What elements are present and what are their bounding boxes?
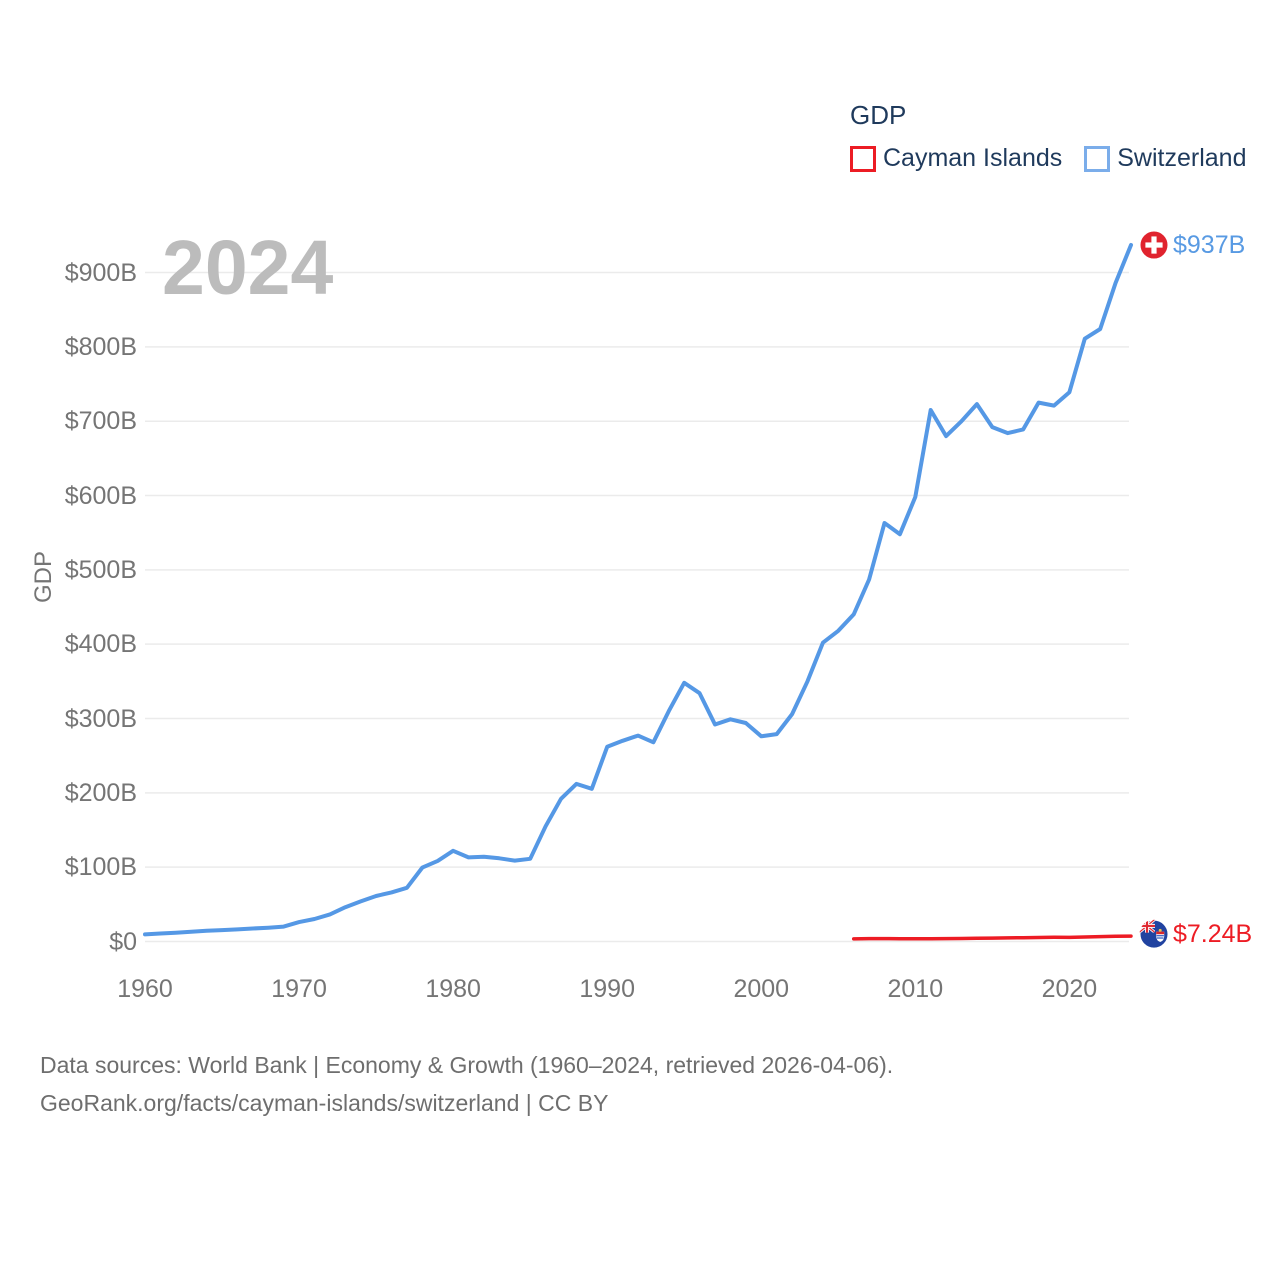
y-tick-label: $300B — [64, 704, 137, 733]
cayman-islands-line — [851, 934, 1133, 941]
y-tick-label: $200B — [64, 778, 137, 807]
footer-sources: Data sources: World Bank | Economy & Gro… — [40, 1052, 894, 1078]
cayman-islands-flag-icon — [1138, 918, 1170, 950]
x-tick-label: 1990 — [579, 975, 635, 1003]
legend-item-label: Cayman Islands — [883, 144, 1063, 172]
x-tick-label: 1970 — [271, 975, 327, 1003]
legend-title: GDP — [850, 100, 907, 130]
x-tick-label: 2010 — [887, 975, 944, 1003]
legend-item-cayman-islands[interactable]: Cayman Islands — [850, 144, 1062, 173]
switzerland-flag-icon — [1138, 229, 1170, 261]
cayman-value-label: $7.24B — [1173, 920, 1253, 949]
legend-item-switzerland[interactable]: Switzerland — [1084, 144, 1246, 173]
legend-items: Cayman Islands Switzerland — [850, 144, 1246, 173]
footer: Data sources: World Bank | Economy & Gro… — [40, 1046, 893, 1122]
legend-item-label: Switzerland — [1117, 144, 1247, 172]
y-tick-label: $400B — [64, 630, 137, 659]
switzerland-swatch-icon — [1084, 145, 1111, 172]
x-tick-label: 2020 — [1041, 975, 1098, 1003]
y-tick-label: $100B — [64, 853, 137, 882]
y-tick-label: $600B — [64, 481, 137, 510]
footer-attribution: GeoRank.org/facts/cayman-islands/switzer… — [40, 1090, 609, 1116]
x-tick-label: 2000 — [733, 975, 790, 1003]
year-watermark: 2024 — [162, 225, 334, 311]
y-tick-label: $900B — [64, 258, 137, 287]
y-tick-label: $500B — [64, 555, 137, 584]
switzerland-value-label: $937B — [1173, 231, 1246, 260]
y-tick-label: $700B — [64, 407, 137, 436]
switzerland-line — [143, 243, 1133, 937]
y-tick-label: $0 — [109, 927, 137, 956]
cayman-islands-swatch-icon — [850, 145, 876, 172]
gridlines — [145, 271, 1129, 943]
x-tick-label: 1980 — [425, 975, 481, 1003]
legend: GDP Cayman Islands Switzerland — [850, 100, 1246, 173]
x-tick-label: 1960 — [117, 975, 173, 1003]
y-tick-label: $800B — [64, 332, 137, 361]
